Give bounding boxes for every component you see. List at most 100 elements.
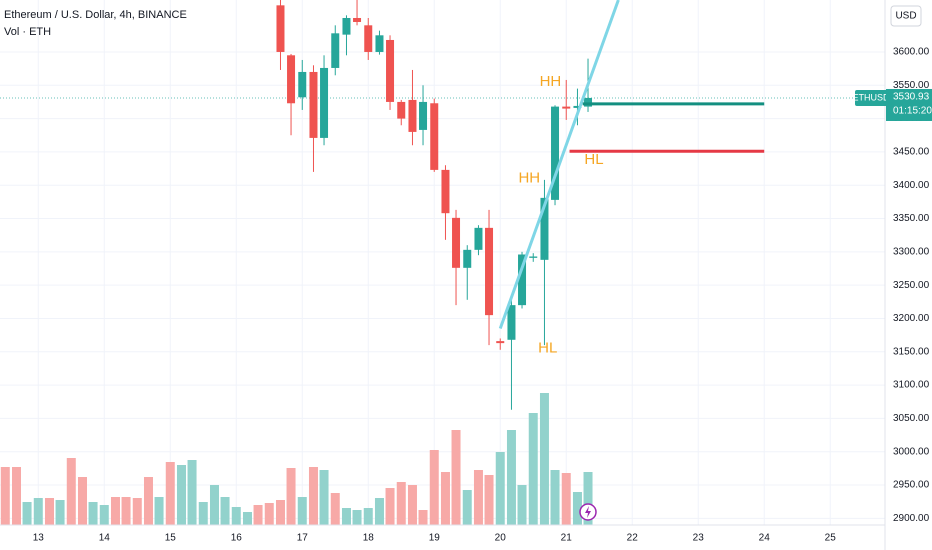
x-tick-label: 14 bbox=[99, 533, 111, 544]
candle-body bbox=[342, 17, 351, 35]
annotation: HL bbox=[584, 151, 603, 168]
alert-bolt[interactable] bbox=[585, 506, 591, 518]
x-tick-label: 22 bbox=[627, 533, 639, 544]
volume-bar bbox=[385, 488, 395, 525]
candle-body bbox=[485, 227, 494, 316]
drawing-line bbox=[498, 0, 620, 329]
candle-body bbox=[463, 249, 472, 268]
annotation: HH bbox=[518, 170, 540, 187]
x-tick-label: 24 bbox=[759, 533, 771, 544]
candle-body bbox=[551, 106, 560, 200]
candle-body bbox=[408, 99, 417, 132]
volume-bar bbox=[55, 500, 65, 525]
candle-body bbox=[518, 254, 527, 306]
volume-bar bbox=[319, 470, 329, 525]
volume-bar bbox=[330, 493, 340, 525]
volume-bar bbox=[440, 472, 450, 525]
volume-bar bbox=[44, 498, 54, 525]
volume-bar bbox=[143, 477, 153, 525]
volume-bar bbox=[495, 452, 505, 525]
currency[interactable]: USD bbox=[895, 11, 916, 22]
volume-bar bbox=[583, 472, 593, 525]
volume-bar bbox=[110, 497, 120, 525]
candle-body bbox=[474, 227, 483, 250]
y-tick-label: 3550.00 bbox=[893, 80, 930, 91]
y-tick-label: 2950.00 bbox=[893, 480, 930, 491]
candle-body bbox=[320, 67, 329, 138]
y-tick-label: 3600.00 bbox=[893, 47, 930, 58]
candle-body bbox=[573, 105, 582, 108]
x-tick-label: 23 bbox=[693, 533, 705, 544]
volume-bar bbox=[66, 458, 76, 525]
candle-body bbox=[441, 169, 450, 214]
volume-bar bbox=[308, 467, 318, 525]
volume-bar bbox=[451, 430, 461, 525]
volume-legend: Vol · ETH bbox=[4, 26, 51, 38]
candle-body bbox=[496, 341, 505, 344]
y-tick-label: 3150.00 bbox=[893, 346, 930, 357]
x-tick-label: 20 bbox=[495, 533, 507, 544]
y-tick-label: 2900.00 bbox=[893, 513, 930, 524]
volume-bar bbox=[121, 497, 131, 525]
volume-bar bbox=[407, 485, 417, 525]
x-tick-label: 13 bbox=[33, 533, 45, 544]
volume-bar bbox=[0, 467, 10, 525]
candle-body bbox=[298, 71, 307, 98]
x-tick-label: 16 bbox=[231, 533, 243, 544]
volume-bar bbox=[132, 498, 142, 525]
y-tick-label: 3200.00 bbox=[893, 313, 930, 324]
volume-bar bbox=[429, 450, 439, 525]
x-tick-label: 21 bbox=[561, 533, 573, 544]
volume-bar bbox=[396, 482, 406, 525]
volume-bar bbox=[165, 462, 175, 525]
volume-bar bbox=[561, 473, 571, 525]
alert-icon[interactable] bbox=[579, 503, 597, 521]
volume-bar bbox=[374, 498, 384, 525]
volume-bar bbox=[341, 508, 351, 525]
candle-body bbox=[331, 33, 340, 68]
volume-bar bbox=[517, 485, 527, 525]
countdown-label: 01:15:20 bbox=[893, 106, 932, 117]
x-tick-label: 17 bbox=[297, 533, 309, 544]
candle-body bbox=[419, 101, 428, 130]
candle-body bbox=[276, 5, 285, 52]
annotation: HH bbox=[540, 73, 562, 90]
candle-body bbox=[529, 256, 538, 258]
volume-bar bbox=[286, 468, 296, 525]
y-tick-label: 3250.00 bbox=[893, 280, 930, 291]
volume-bar bbox=[11, 467, 21, 525]
candle-body bbox=[507, 305, 516, 340]
volume-bar bbox=[363, 508, 373, 525]
y-tick-label: 3300.00 bbox=[893, 246, 930, 257]
volume-bar bbox=[484, 475, 494, 525]
volume-bar bbox=[418, 510, 428, 525]
volume-bar bbox=[22, 502, 32, 525]
volume-bar bbox=[253, 505, 263, 525]
volume-bar bbox=[88, 502, 98, 525]
symbol-tag bbox=[855, 89, 888, 106]
chart-title: Ethereum / U.S. Dollar, 4h, BINANCE bbox=[4, 9, 187, 21]
currency-button[interactable] bbox=[890, 5, 922, 27]
y-tick-label: 3000.00 bbox=[893, 446, 930, 457]
volume-bar bbox=[187, 460, 197, 525]
y-tick-label: 3050.00 bbox=[893, 413, 930, 424]
volume-bar bbox=[242, 512, 252, 525]
volume-bar bbox=[209, 485, 219, 525]
volume-bar bbox=[275, 500, 285, 525]
y-tick-label: 3350.00 bbox=[893, 213, 930, 224]
candle-body bbox=[562, 106, 571, 109]
symbol-label: ETHUSD bbox=[852, 92, 890, 102]
candle-body bbox=[540, 197, 549, 260]
candle-body bbox=[386, 39, 395, 102]
candle-body bbox=[584, 97, 593, 107]
annotation: HL bbox=[538, 339, 557, 356]
volume-bar bbox=[528, 413, 538, 525]
x-tick-label: 19 bbox=[429, 533, 441, 544]
candle-body bbox=[375, 35, 384, 52]
volume-bar bbox=[352, 510, 362, 525]
volume-bar bbox=[473, 470, 483, 525]
y-tick-label: 3450.00 bbox=[893, 147, 930, 158]
price-tag bbox=[886, 88, 932, 121]
